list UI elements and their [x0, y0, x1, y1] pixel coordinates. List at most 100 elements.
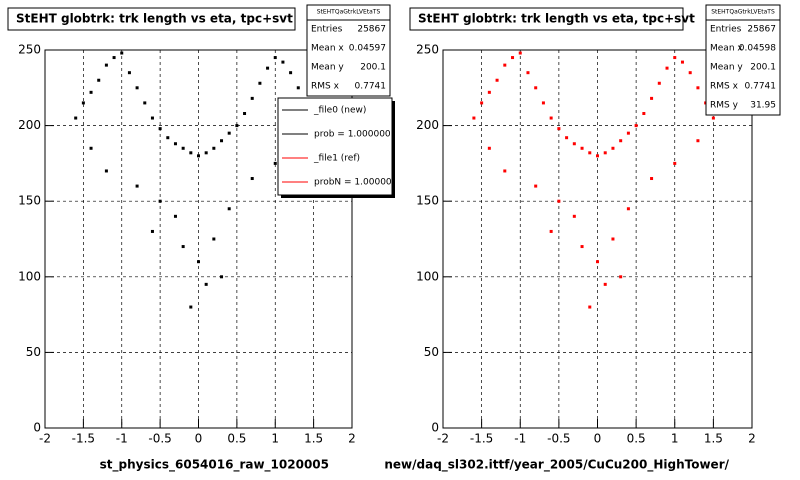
point — [580, 146, 584, 150]
point — [135, 86, 139, 90]
y-tick-label: 0 — [33, 421, 41, 435]
point — [212, 146, 216, 150]
point — [596, 260, 599, 264]
point — [518, 51, 522, 55]
legend-box — [277, 97, 393, 196]
point — [189, 151, 193, 155]
point — [143, 101, 147, 105]
point — [549, 116, 553, 120]
point — [487, 90, 491, 94]
x-tick-label: -0.5 — [547, 432, 570, 446]
point — [534, 184, 538, 188]
point — [580, 245, 584, 249]
point — [258, 81, 262, 85]
point — [503, 63, 507, 67]
point — [626, 131, 630, 135]
point — [158, 127, 162, 131]
y-tick-label: 150 — [416, 194, 439, 208]
y-tick-label: 200 — [416, 118, 439, 132]
point — [212, 237, 216, 241]
point — [150, 229, 154, 233]
point — [181, 146, 185, 150]
x-axis-label: st_physics_6054016_raw_1020005 — [100, 458, 329, 473]
y-tick-label: 0 — [431, 421, 439, 435]
point — [235, 124, 239, 128]
point — [619, 275, 623, 279]
point — [296, 86, 300, 90]
point — [626, 207, 630, 211]
chart-title: StEHT globtrk: trk length vs eta, tpc+sv… — [16, 12, 293, 26]
point — [150, 116, 154, 120]
point — [74, 116, 78, 120]
point — [688, 71, 692, 75]
point — [603, 282, 607, 286]
x-tick-label: 0 — [594, 432, 602, 446]
stats-box — [705, 4, 781, 116]
legend-label: _file1 (ref) — [313, 154, 360, 164]
legend-label: _file0 (new) — [313, 106, 366, 116]
stats-label: Mean x — [311, 44, 344, 54]
y-tick-label: 100 — [18, 269, 41, 283]
point — [611, 237, 615, 241]
point — [557, 127, 561, 131]
point — [650, 177, 654, 181]
point — [572, 214, 576, 218]
stats-label: Mean y — [311, 63, 344, 73]
stats-label: Mean y — [710, 63, 743, 73]
point — [503, 169, 507, 173]
point — [680, 60, 684, 64]
point — [557, 199, 561, 203]
stats-value: 0.04597 — [349, 44, 386, 54]
point — [588, 151, 592, 155]
x-tick-label: 1 — [271, 432, 279, 446]
point — [273, 161, 277, 165]
point — [104, 169, 108, 173]
point — [289, 71, 293, 75]
point — [127, 71, 131, 75]
point — [673, 56, 677, 60]
x-tick-label: -1 — [116, 432, 128, 446]
stats-label: Entries — [710, 25, 742, 35]
stats-label: RMS x — [710, 82, 739, 92]
x-tick-label: 0.5 — [227, 432, 246, 446]
stats-value: 0.04598 — [739, 44, 776, 54]
point — [565, 136, 569, 140]
point — [135, 184, 139, 188]
x-tick-label: 0 — [195, 432, 203, 446]
x-tick-label: -1.5 — [72, 432, 95, 446]
point — [173, 142, 177, 146]
stats-value: 31.95 — [750, 101, 776, 111]
plot-border — [442, 49, 753, 429]
point — [611, 146, 615, 150]
x-axis-label: new/daq_sl302.ittf/year_2005/CuCu200_Hig… — [384, 458, 729, 473]
point — [696, 86, 700, 90]
point — [603, 151, 607, 155]
point — [104, 63, 108, 67]
point — [197, 154, 200, 158]
point — [634, 124, 638, 128]
y-tick-label: 50 — [424, 345, 439, 359]
x-tick-label: 1.5 — [304, 432, 323, 446]
legend-label: prob = 1.000000 — [314, 130, 391, 140]
stats-value: 0.7741 — [745, 82, 777, 92]
stats-label: Mean x — [710, 44, 743, 54]
chart-title: StEHT globtrk: trk length vs eta, tpc+sv… — [418, 12, 695, 26]
point — [572, 142, 576, 146]
point — [487, 146, 491, 150]
point — [250, 96, 254, 100]
point — [89, 90, 93, 94]
point — [227, 131, 231, 135]
point — [472, 116, 476, 120]
point — [81, 101, 85, 105]
plot-border — [44, 49, 353, 429]
y-tick-label: 250 — [18, 43, 41, 57]
point — [495, 78, 499, 82]
point — [281, 60, 285, 64]
point — [673, 161, 677, 165]
stats-title: StEHTQaGtrkLVEtaTS — [317, 9, 381, 16]
point — [480, 101, 484, 105]
y-tick-label: 200 — [18, 118, 41, 132]
point — [158, 199, 162, 203]
y-tick-label: 50 — [26, 345, 41, 359]
x-tick-label: -0.5 — [148, 432, 171, 446]
